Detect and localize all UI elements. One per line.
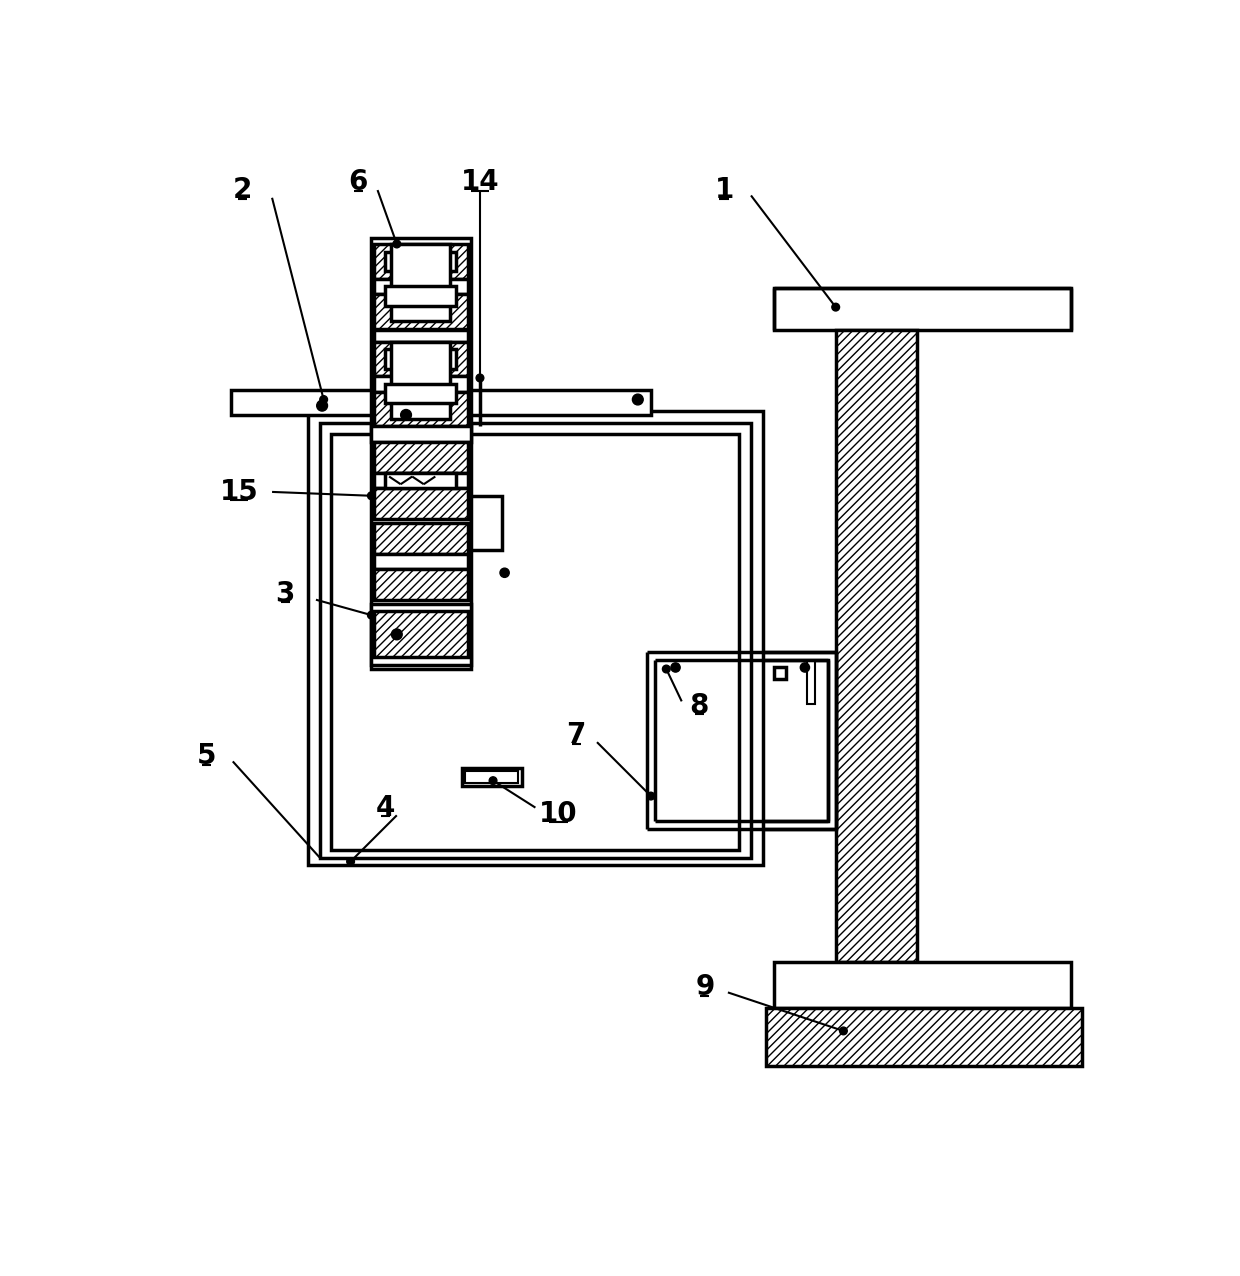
- Bar: [372, 237, 471, 669]
- Bar: [386, 384, 456, 403]
- Circle shape: [367, 493, 376, 500]
- Bar: [655, 660, 828, 822]
- Text: 5: 5: [197, 743, 216, 769]
- Bar: [373, 392, 467, 426]
- Bar: [766, 1008, 1083, 1065]
- Bar: [309, 411, 763, 865]
- Circle shape: [367, 611, 376, 619]
- Circle shape: [800, 662, 810, 672]
- Circle shape: [320, 396, 327, 403]
- Circle shape: [401, 410, 412, 420]
- Bar: [231, 390, 651, 415]
- Bar: [774, 288, 1070, 330]
- Bar: [774, 667, 786, 679]
- Text: 4: 4: [376, 794, 394, 822]
- Bar: [386, 251, 456, 271]
- Bar: [373, 489, 467, 519]
- Bar: [386, 472, 456, 487]
- Circle shape: [671, 662, 681, 672]
- Circle shape: [490, 777, 497, 785]
- Bar: [774, 962, 1070, 1008]
- Bar: [647, 652, 836, 829]
- Bar: [836, 330, 916, 962]
- Circle shape: [500, 568, 510, 577]
- Circle shape: [347, 857, 355, 865]
- Text: 14: 14: [460, 168, 500, 197]
- Text: 7: 7: [567, 721, 585, 749]
- Bar: [392, 342, 450, 419]
- Bar: [463, 768, 522, 786]
- Bar: [372, 426, 471, 441]
- Bar: [373, 244, 467, 278]
- Text: 2: 2: [233, 176, 253, 204]
- Circle shape: [647, 792, 655, 800]
- Bar: [471, 496, 502, 550]
- Bar: [373, 569, 467, 600]
- Bar: [386, 350, 456, 369]
- Text: 1: 1: [714, 176, 734, 204]
- Circle shape: [392, 629, 402, 639]
- Text: 15: 15: [219, 478, 258, 505]
- Circle shape: [839, 1027, 847, 1035]
- Text: 6: 6: [348, 168, 368, 197]
- Bar: [386, 286, 456, 305]
- Bar: [697, 667, 708, 679]
- Circle shape: [832, 304, 839, 311]
- Text: 10: 10: [539, 800, 578, 828]
- Circle shape: [662, 665, 670, 672]
- Bar: [373, 376, 467, 392]
- Text: 3: 3: [275, 579, 295, 607]
- Bar: [373, 554, 467, 569]
- Bar: [465, 771, 518, 783]
- Bar: [373, 342, 467, 376]
- Bar: [373, 523, 467, 554]
- Circle shape: [476, 374, 484, 382]
- Bar: [320, 422, 751, 857]
- Text: 9: 9: [696, 974, 714, 1002]
- Circle shape: [393, 240, 401, 248]
- Bar: [373, 278, 467, 293]
- Bar: [372, 604, 471, 665]
- Bar: [373, 441, 467, 472]
- Circle shape: [316, 401, 327, 411]
- Bar: [373, 293, 467, 329]
- Bar: [392, 244, 450, 322]
- Bar: [807, 661, 815, 703]
- Bar: [373, 472, 467, 487]
- Circle shape: [632, 394, 644, 404]
- Bar: [331, 434, 739, 850]
- Bar: [373, 330, 467, 342]
- Bar: [373, 611, 467, 657]
- Text: 8: 8: [689, 692, 709, 720]
